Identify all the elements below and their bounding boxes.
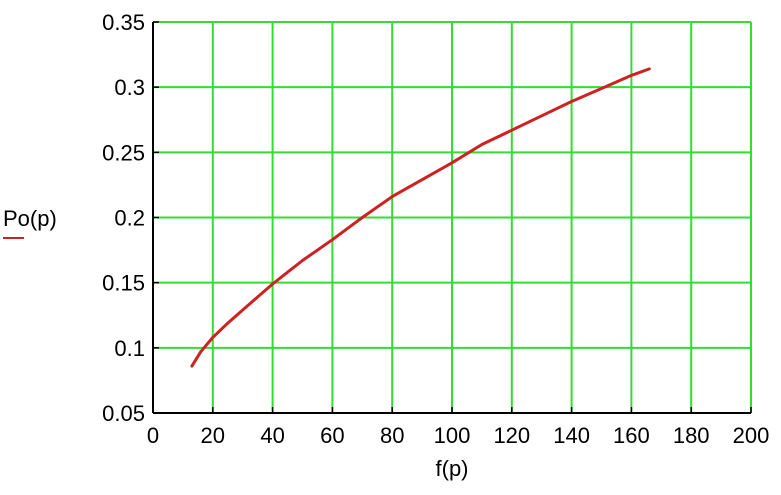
- x-tick-label: 160: [613, 423, 650, 448]
- x-tick-label: 180: [673, 423, 710, 448]
- y-tick-label: 0.25: [102, 140, 145, 165]
- x-tick-label: 60: [320, 423, 344, 448]
- y-axis-label: Po(p): [3, 206, 57, 231]
- x-tick-label: 40: [260, 423, 284, 448]
- y-tick-label: 0.3: [114, 75, 145, 100]
- x-tick-label: 80: [380, 423, 404, 448]
- x-tick-label: 20: [201, 423, 225, 448]
- series: [190, 67, 651, 368]
- y-tick-label: 0.35: [102, 10, 145, 35]
- x-tick-label: 0: [147, 423, 159, 448]
- series-line: [190, 67, 651, 368]
- x-tick-label: 140: [553, 423, 590, 448]
- tick-labels: 0 20 40 60 80 100 120 140 160 180 200 0.05 0.1 0.15 0.…: [102, 10, 769, 448]
- axes: [152, 21, 752, 414]
- x-axis-label: f(p): [436, 456, 469, 481]
- x-tick-label: 200: [733, 423, 770, 448]
- y-tick-label: 0.1: [114, 336, 145, 361]
- grid: [152, 21, 752, 414]
- x-tick-label: 100: [434, 423, 471, 448]
- x-tick-label: 120: [493, 423, 530, 448]
- y-tick-label: 0.2: [114, 206, 145, 231]
- y-tick-label: 0.15: [102, 271, 145, 296]
- y-tick-label: 0.05: [102, 401, 145, 426]
